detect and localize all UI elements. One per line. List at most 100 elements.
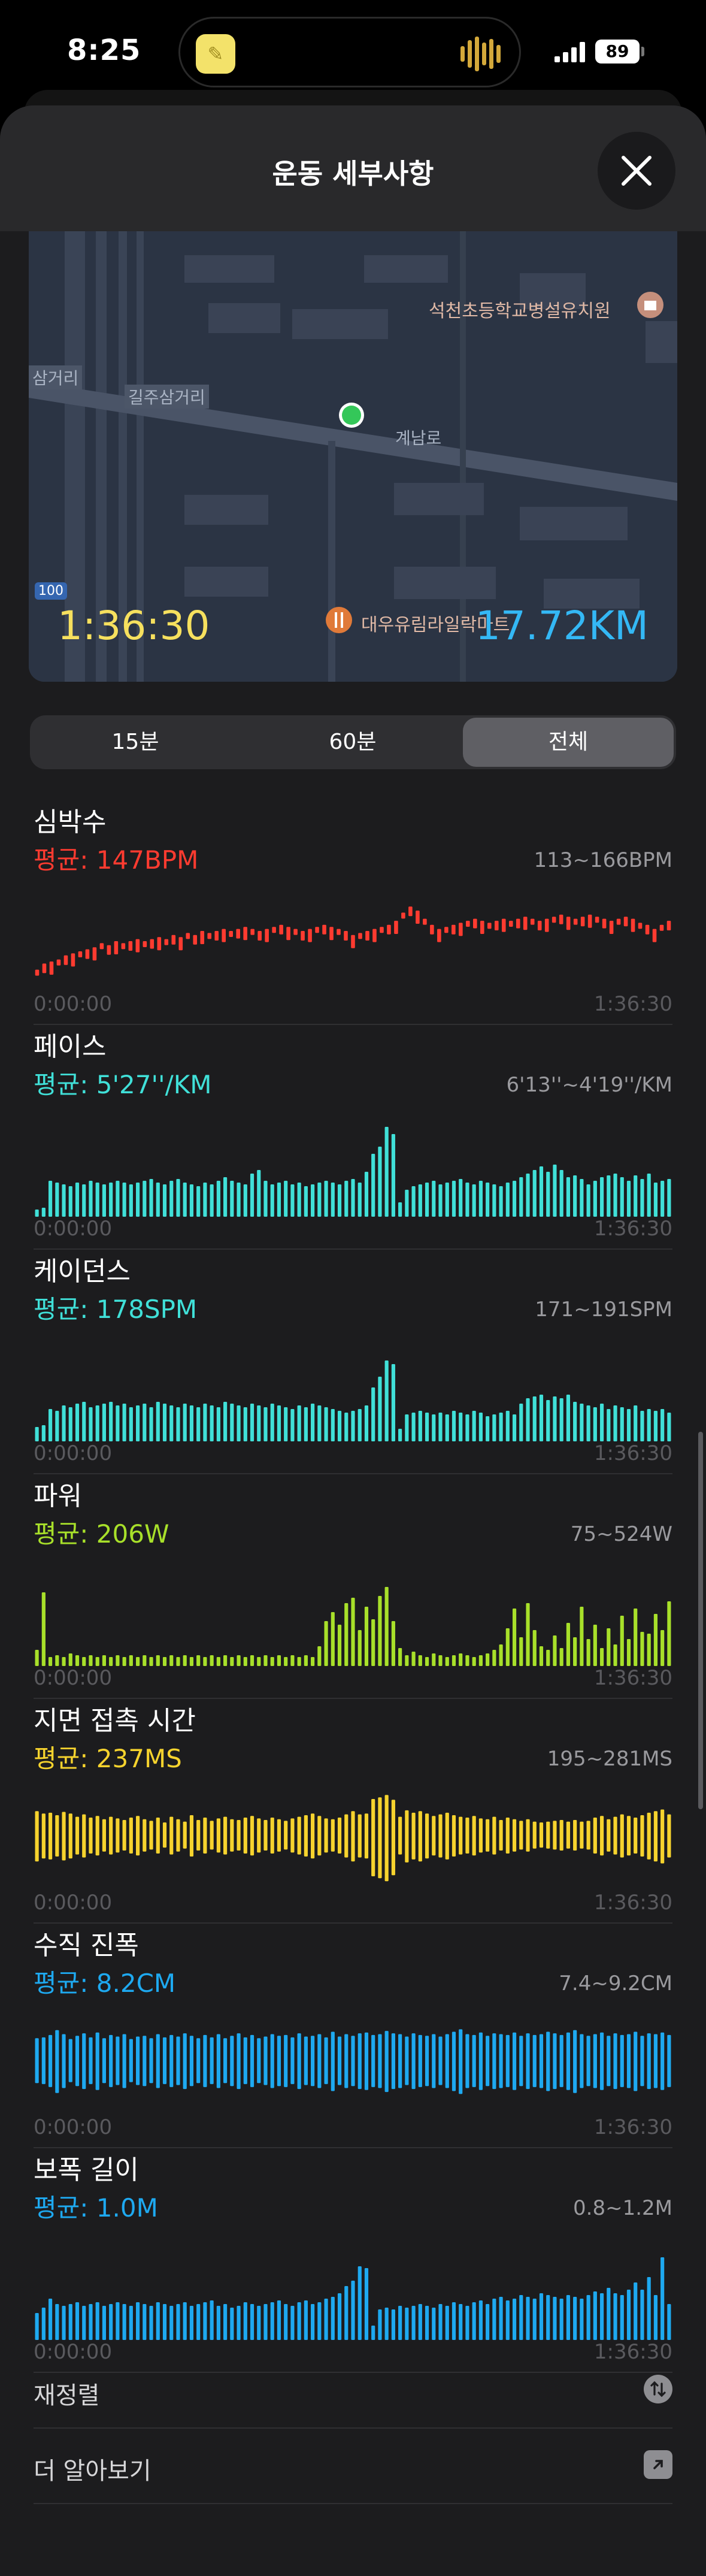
chart-bar [394,921,398,934]
chart-bar [48,1181,53,1217]
chart-bar [492,1414,496,1441]
segment-15-min[interactable]: 15분 [111,730,159,754]
chart-bar [418,1411,422,1441]
chart-bar [425,2036,429,2087]
chart-bar [102,1819,107,1852]
chart-bar [270,2034,274,2088]
chart-bar [384,1127,389,1217]
chart-bar [290,1818,295,1853]
chart-bar [102,2306,107,2340]
chart-bar [277,1655,281,1666]
chart-bar [263,2304,268,2340]
chart-bar [416,911,420,924]
chart-bar [499,2034,503,2088]
chart-bar [653,1411,658,1441]
metric-section[interactable]: 페이스 평균: 5'27''/KM 6'13''~4'19''/KM 0:00:00 1… [0,1025,706,1250]
chart-bar [331,1612,335,1666]
chart-bar [398,2034,402,2088]
metric-range: 75~524W [570,1522,672,1546]
metric-section[interactable]: 케이던스 평균: 178SPM 171~191SPM 0:00:00 1:36:30 [0,1250,706,1474]
chart-bar [109,1657,113,1666]
chart-bar [512,1819,517,1852]
map-roads [29,231,677,682]
metric-chart [35,906,671,976]
dynamic-island[interactable]: ✎ [178,17,521,87]
chart-bar [95,1405,99,1441]
chart-bar [553,1635,557,1666]
chart-bar [230,2036,234,2087]
metric-section[interactable]: 수직 진폭 평균: 8.2CM 7.4~9.2CM 0:00:00 1:36:30 [0,1924,706,2148]
chart-bar [398,1816,402,1855]
axis-end-label: 1:36:30 [593,1891,672,1915]
route-map[interactable]: 석천초등학교병설유치원 대우유림라일락마트 삼거리 길주삼거리 계남로 100 … [29,231,677,682]
chart-bar [423,918,427,925]
metric-range: 0.8~1.2M [573,2196,672,2220]
chart-bar [452,924,456,935]
metric-section[interactable]: 심박수 평균: 147BPM 113~166BPM 0:00:00 1:36:30 [0,800,706,1025]
chart-bar [626,1816,631,1856]
chart-bar [445,1414,449,1441]
chart-bar [371,1387,375,1441]
chart-bar [229,931,233,937]
chart-bar [223,1402,228,1441]
chart-bar [277,1819,281,1852]
chart-bar [257,2038,261,2084]
segment-all[interactable]: 전체 [463,718,674,767]
map-street-2: 길주삼거리 [125,385,209,409]
chart-bar [378,2309,382,2340]
chart-bar [640,1411,644,1441]
chart-bar [210,1821,214,1850]
chart-bar [230,1657,234,1666]
chart-bar [499,1413,503,1441]
chart-bar [660,1630,665,1666]
metric-chart [35,1795,671,1882]
chart-bar [129,1184,133,1217]
chart-bar [82,1402,86,1441]
chart-bar [189,1657,194,1666]
chart-bar [539,1166,544,1217]
learn-more-row[interactable]: 더 알아보기 [34,2429,672,2503]
metric-section[interactable]: 보폭 길이 평균: 1.0M 0.8~1.2M 0:00:00 1:36:30 [0,2148,706,2373]
chart-bar [530,918,535,925]
segment-60-min[interactable]: 60분 [329,730,377,754]
chart-bar [445,1812,449,1860]
chart-bar [169,1816,174,1855]
chart-bar [411,1652,416,1666]
chart-bar [317,2034,322,2088]
chart-bar [237,1405,241,1441]
chart-bar [55,2304,59,2340]
chart-bar [55,1815,59,1857]
chart-bar [357,1409,362,1441]
chart-bar [223,2304,228,2340]
chart-bar [82,1814,86,1858]
metric-section[interactable]: 지면 접촉 시간 평균: 237MS 195~281MS 0:00:00 1:36:30 [0,1699,706,1924]
chart-bar [68,1813,72,1859]
chart-bar [216,2034,220,2088]
chart-bar [286,927,290,941]
chart-bar [324,1818,328,1853]
chart-bar [136,1816,140,1856]
chart-bar [35,1650,39,1666]
close-button[interactable] [598,132,675,210]
chart-bar [143,1819,147,1852]
metric-chart [35,1127,671,1217]
chart-bar [647,1634,651,1666]
chart-bar [317,1646,322,1666]
reorder-label: 재정렬 [34,2382,100,2409]
metric-section[interactable]: 파워 평균: 206W 75~524W 0:00:00 1:36:30 [0,1474,706,1699]
chart-bar [304,2300,308,2340]
chart-bar [371,1619,375,1666]
chart-bar [459,2304,463,2340]
scrollbar[interactable] [698,1432,703,1809]
chart-bar [122,2304,126,2340]
chart-bar [559,1820,563,1851]
notes-app-icon: ✎ [196,34,235,74]
chart-bar [546,1821,550,1849]
chart-bar [230,1404,234,1441]
chart-bar [216,1407,220,1441]
chart-bar [437,929,441,942]
chart-bar [478,2032,483,2090]
chart-bar [398,1648,402,1666]
chart-bar [193,935,198,945]
reorder-row[interactable]: 재정렬 [34,2353,672,2427]
